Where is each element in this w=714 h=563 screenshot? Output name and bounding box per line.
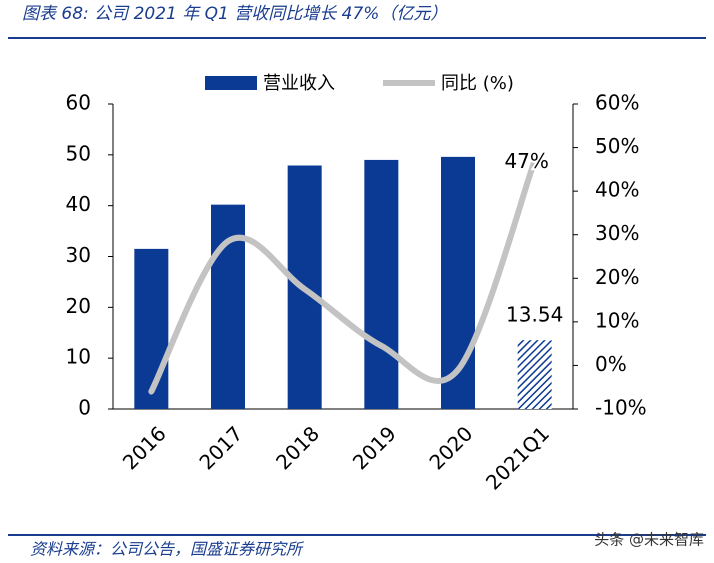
y-tick-label: 50 [66, 141, 91, 165]
y2-tick-label: 10% [595, 308, 639, 332]
y-tick-label: 40 [66, 192, 91, 216]
bar [134, 248, 169, 409]
x-tick-label: 2018 [271, 421, 324, 474]
x-tick-label: 2020 [424, 421, 477, 474]
x-tick-label: 2017 [194, 421, 247, 474]
bar [517, 340, 552, 409]
data-label: 47% [504, 149, 548, 173]
y2-tick-label: 20% [595, 265, 639, 289]
y2-tick-label: -10% [595, 396, 647, 420]
y-tick-label: 60 [66, 91, 91, 115]
y2-tick-label: 60% [595, 91, 639, 115]
data-label: 13.54 [506, 303, 563, 327]
legend-swatch [205, 76, 257, 90]
chart-title: 图表 68: 公司 2021 年 Q1 营收同比增长 47%（亿元） [22, 4, 447, 24]
source: 资料来源：公司公告，国盛证券研究所 [30, 540, 305, 559]
x-tick-label: 2021Q1 [481, 421, 554, 494]
y-tick-label: 10 [66, 345, 91, 369]
y-tick-label: 30 [66, 243, 91, 267]
y2-tick-label: 50% [595, 134, 639, 158]
y-tick-label: 20 [66, 294, 91, 318]
legend-label: 营业收入 [263, 73, 335, 94]
watermark: 头条 @未来智库 [594, 531, 704, 549]
x-tick-label: 2016 [118, 421, 171, 474]
x-tick-label: 2019 [348, 421, 401, 474]
y2-tick-label: 0% [595, 352, 627, 376]
line [148, 157, 538, 395]
bar [364, 159, 399, 409]
y2-tick-label: 40% [595, 178, 639, 202]
y-tick-label: 0 [78, 396, 91, 420]
legend-label: 同比 (%) [441, 73, 514, 94]
y2-tick-label: 30% [595, 221, 639, 245]
